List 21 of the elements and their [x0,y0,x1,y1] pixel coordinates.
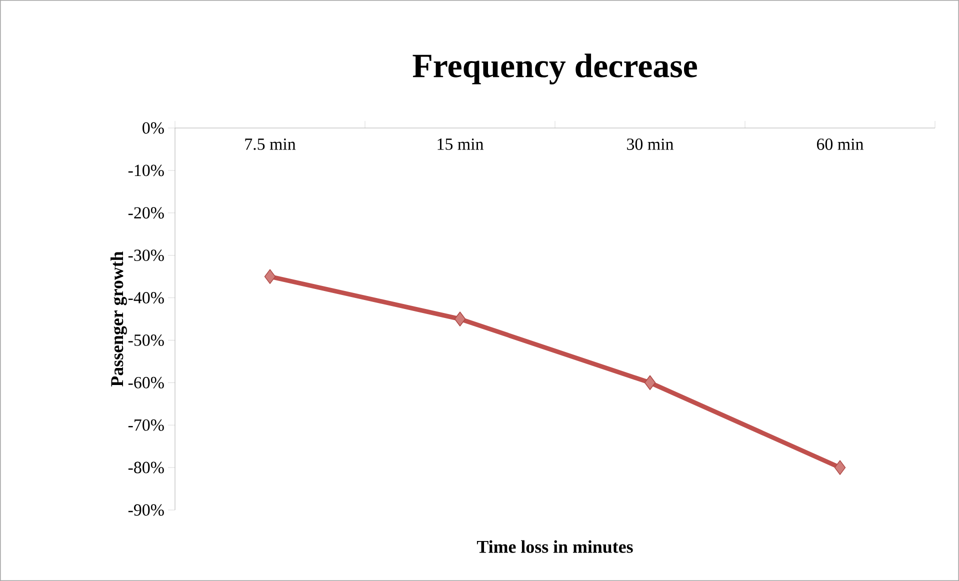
chart-title: Frequency decrease [412,54,697,84]
y-tick-label: -20% [128,207,164,219]
y-tick-label: -70% [128,419,164,431]
point [644,375,656,390]
y-tick-label: -40% [128,292,164,304]
y-tick-label: 0% [142,122,164,134]
y-tick-label: -90% [128,504,164,516]
y-tick-label: -80% [128,462,164,474]
point [454,312,466,326]
x-axis-title: Time loss in minutes [476,540,633,553]
x-tick-label: 15 min [438,138,484,150]
x-tick-label: 7.5 min [245,138,296,150]
y-tick-label: -10% [128,164,164,176]
y-tick-label: -50% [128,334,164,346]
point [264,269,276,284]
y-axis-title: Passenger growth [110,251,127,387]
point [834,460,846,475]
y-tick-label: -60% [128,376,164,388]
x-tick-label: 60 min [816,138,864,150]
x-tick-label: 30 min [627,138,674,150]
y-tick-label: -30% [128,250,164,262]
